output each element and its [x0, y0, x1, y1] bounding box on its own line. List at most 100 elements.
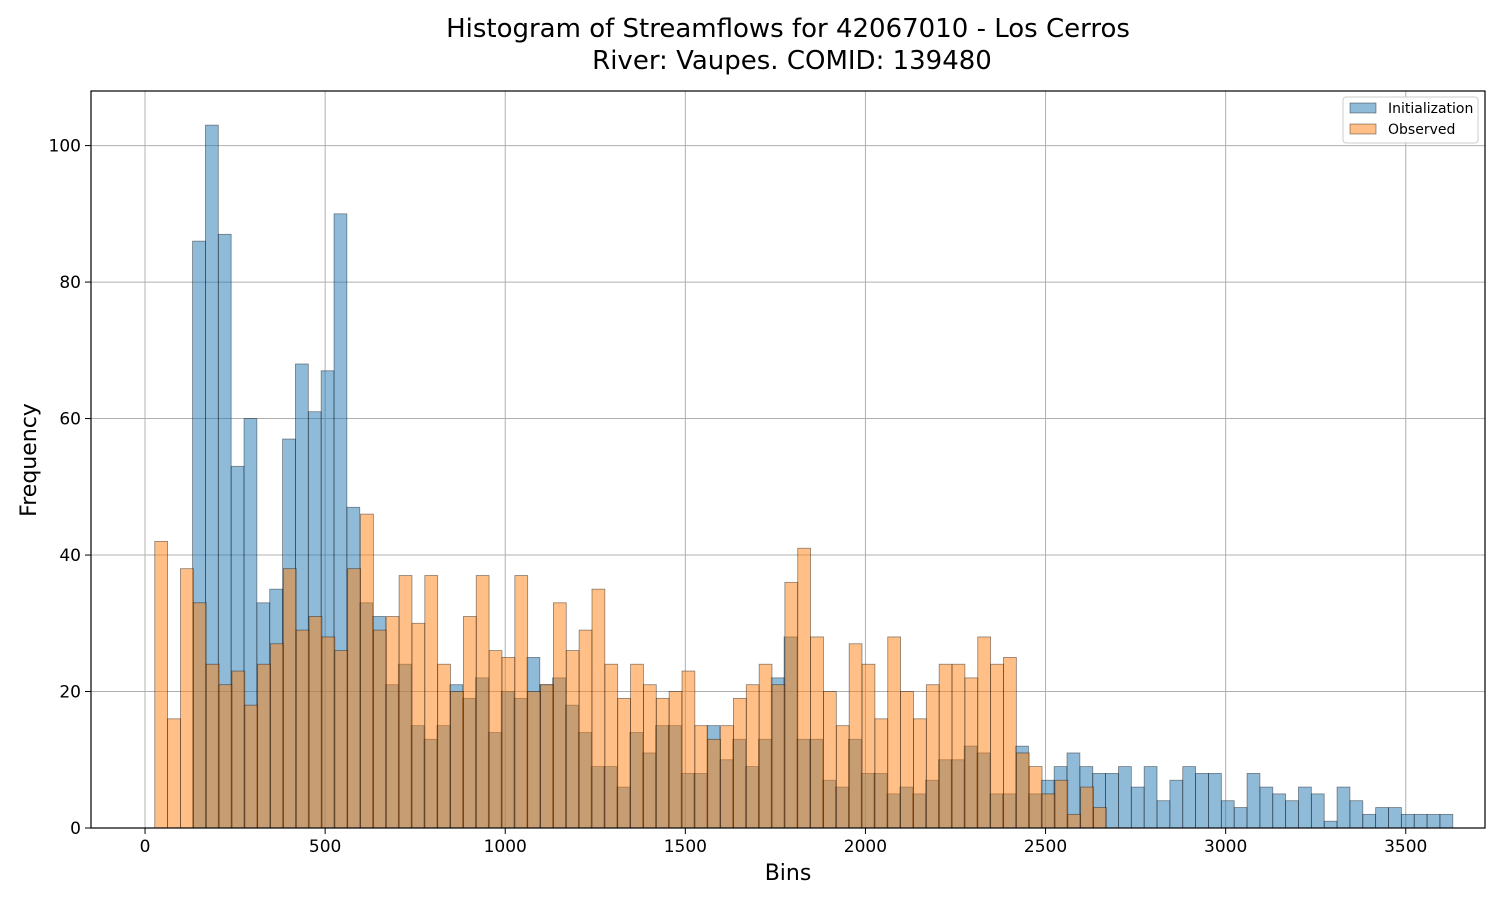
y-tick-label: 100	[49, 137, 81, 157]
initialization-bar	[1362, 813, 1377, 829]
observed-bar	[514, 575, 529, 829]
observed-bar	[270, 643, 284, 829]
initialization-bar	[1323, 820, 1338, 829]
legend-label-observed: Observed	[1388, 122, 1455, 138]
observed-bar	[501, 656, 516, 829]
initialization-bar	[1298, 786, 1312, 829]
initialization-bar	[1413, 813, 1428, 829]
observed-bar	[655, 697, 670, 829]
observed-bar	[630, 663, 644, 829]
observed-bar	[167, 718, 181, 829]
observed-bar	[823, 691, 837, 829]
x-tick-label: 3500	[1384, 837, 1427, 857]
y-axis-ticks: 0 20 40 60 80 100	[49, 137, 91, 839]
observed-bar	[565, 650, 580, 829]
observed-bar	[244, 704, 259, 829]
observed-bar	[540, 684, 554, 829]
observed-bar	[218, 684, 233, 829]
observed-bar	[681, 670, 696, 829]
observed-bar	[1054, 779, 1069, 829]
observed-bar	[1067, 813, 1082, 829]
x-tick-label: 1500	[664, 837, 707, 857]
initialization-bar	[1169, 779, 1184, 829]
observed-bar	[321, 636, 336, 829]
observed-bar	[925, 684, 940, 829]
initialization-bar	[1156, 800, 1171, 829]
initialization-bar	[1336, 786, 1351, 829]
initialization-bar	[1272, 793, 1287, 829]
chart-title-line2: River: Vaupes. COMID: 139480	[592, 46, 992, 76]
observed-bar	[1028, 766, 1043, 829]
series-observed-bars	[154, 513, 1107, 829]
initialization-bar	[1426, 813, 1441, 829]
observed-bar	[411, 622, 426, 829]
observed-bar	[424, 575, 439, 829]
observed-bar	[591, 588, 606, 829]
observed-bar	[360, 513, 374, 829]
chart-title-line1: Histogram of Streamflows for 42067010 - …	[446, 14, 1130, 44]
initialization-bar	[1439, 813, 1454, 829]
initialization-bar	[1143, 766, 1158, 829]
observed-bar	[334, 650, 349, 829]
observed-bar	[578, 629, 593, 829]
observed-bar	[282, 568, 297, 829]
x-tick-label: 2500	[1024, 837, 1067, 857]
observed-bar	[308, 616, 323, 829]
initialization-bar	[1130, 786, 1145, 829]
legend-swatch-initialization	[1349, 102, 1377, 114]
y-tick-label: 60	[59, 410, 81, 430]
initialization-bar	[1285, 800, 1299, 829]
observed-bar	[1003, 656, 1017, 829]
observed-bar	[1015, 752, 1030, 829]
x-tick-label: 2000	[844, 837, 887, 857]
observed-bar	[347, 568, 361, 829]
observed-bar	[694, 725, 709, 829]
y-tick-label: 0	[70, 819, 81, 839]
observed-bar	[257, 663, 271, 829]
initialization-bar	[1220, 800, 1235, 829]
initialization-bar	[1195, 773, 1209, 829]
legend-label-initialization: Initialization	[1388, 101, 1473, 117]
x-tick-label: 1000	[484, 837, 527, 857]
observed-bar	[205, 663, 220, 829]
x-axis-ticks: 0 500 1000 1500 2000 2500 3000 3500	[140, 828, 1427, 857]
observed-bar	[835, 725, 850, 829]
observed-bar	[643, 684, 657, 829]
observed-bar	[771, 684, 786, 829]
initialization-bar	[1400, 813, 1415, 829]
initialization-bar	[1105, 773, 1119, 829]
observed-bar	[527, 691, 541, 829]
observed-bar	[450, 691, 464, 829]
observed-bar	[913, 718, 927, 829]
observed-bar	[437, 663, 451, 829]
observed-bar	[372, 629, 387, 829]
initialization-bar	[1259, 786, 1274, 829]
observed-bar	[951, 663, 966, 829]
observed-bar	[668, 691, 683, 829]
observed-bar	[887, 636, 902, 829]
observed-bar	[810, 636, 824, 829]
observed-bar	[1041, 793, 1056, 829]
observed-bar	[707, 738, 721, 829]
initialization-bar	[1208, 773, 1222, 829]
legend-box	[1342, 96, 1479, 144]
initialization-bar	[1246, 773, 1261, 829]
observed-bar	[1093, 807, 1107, 829]
observed-bar	[180, 568, 194, 829]
initialization-bar	[1388, 807, 1402, 829]
y-tick-label: 80	[59, 273, 81, 293]
observed-bar	[797, 547, 811, 829]
legend: Initialization Observed	[1342, 96, 1479, 144]
initialization-bar	[1118, 766, 1132, 829]
observed-bar	[154, 540, 169, 829]
observed-bar	[977, 636, 992, 829]
observed-bar	[617, 697, 631, 829]
observed-bar	[192, 602, 207, 829]
observed-bar	[720, 725, 734, 829]
initialization-bar	[1310, 793, 1325, 829]
observed-bar	[295, 629, 310, 829]
observed-bar	[964, 677, 979, 829]
observed-bar	[848, 643, 863, 829]
y-tick-label: 20	[59, 683, 81, 703]
